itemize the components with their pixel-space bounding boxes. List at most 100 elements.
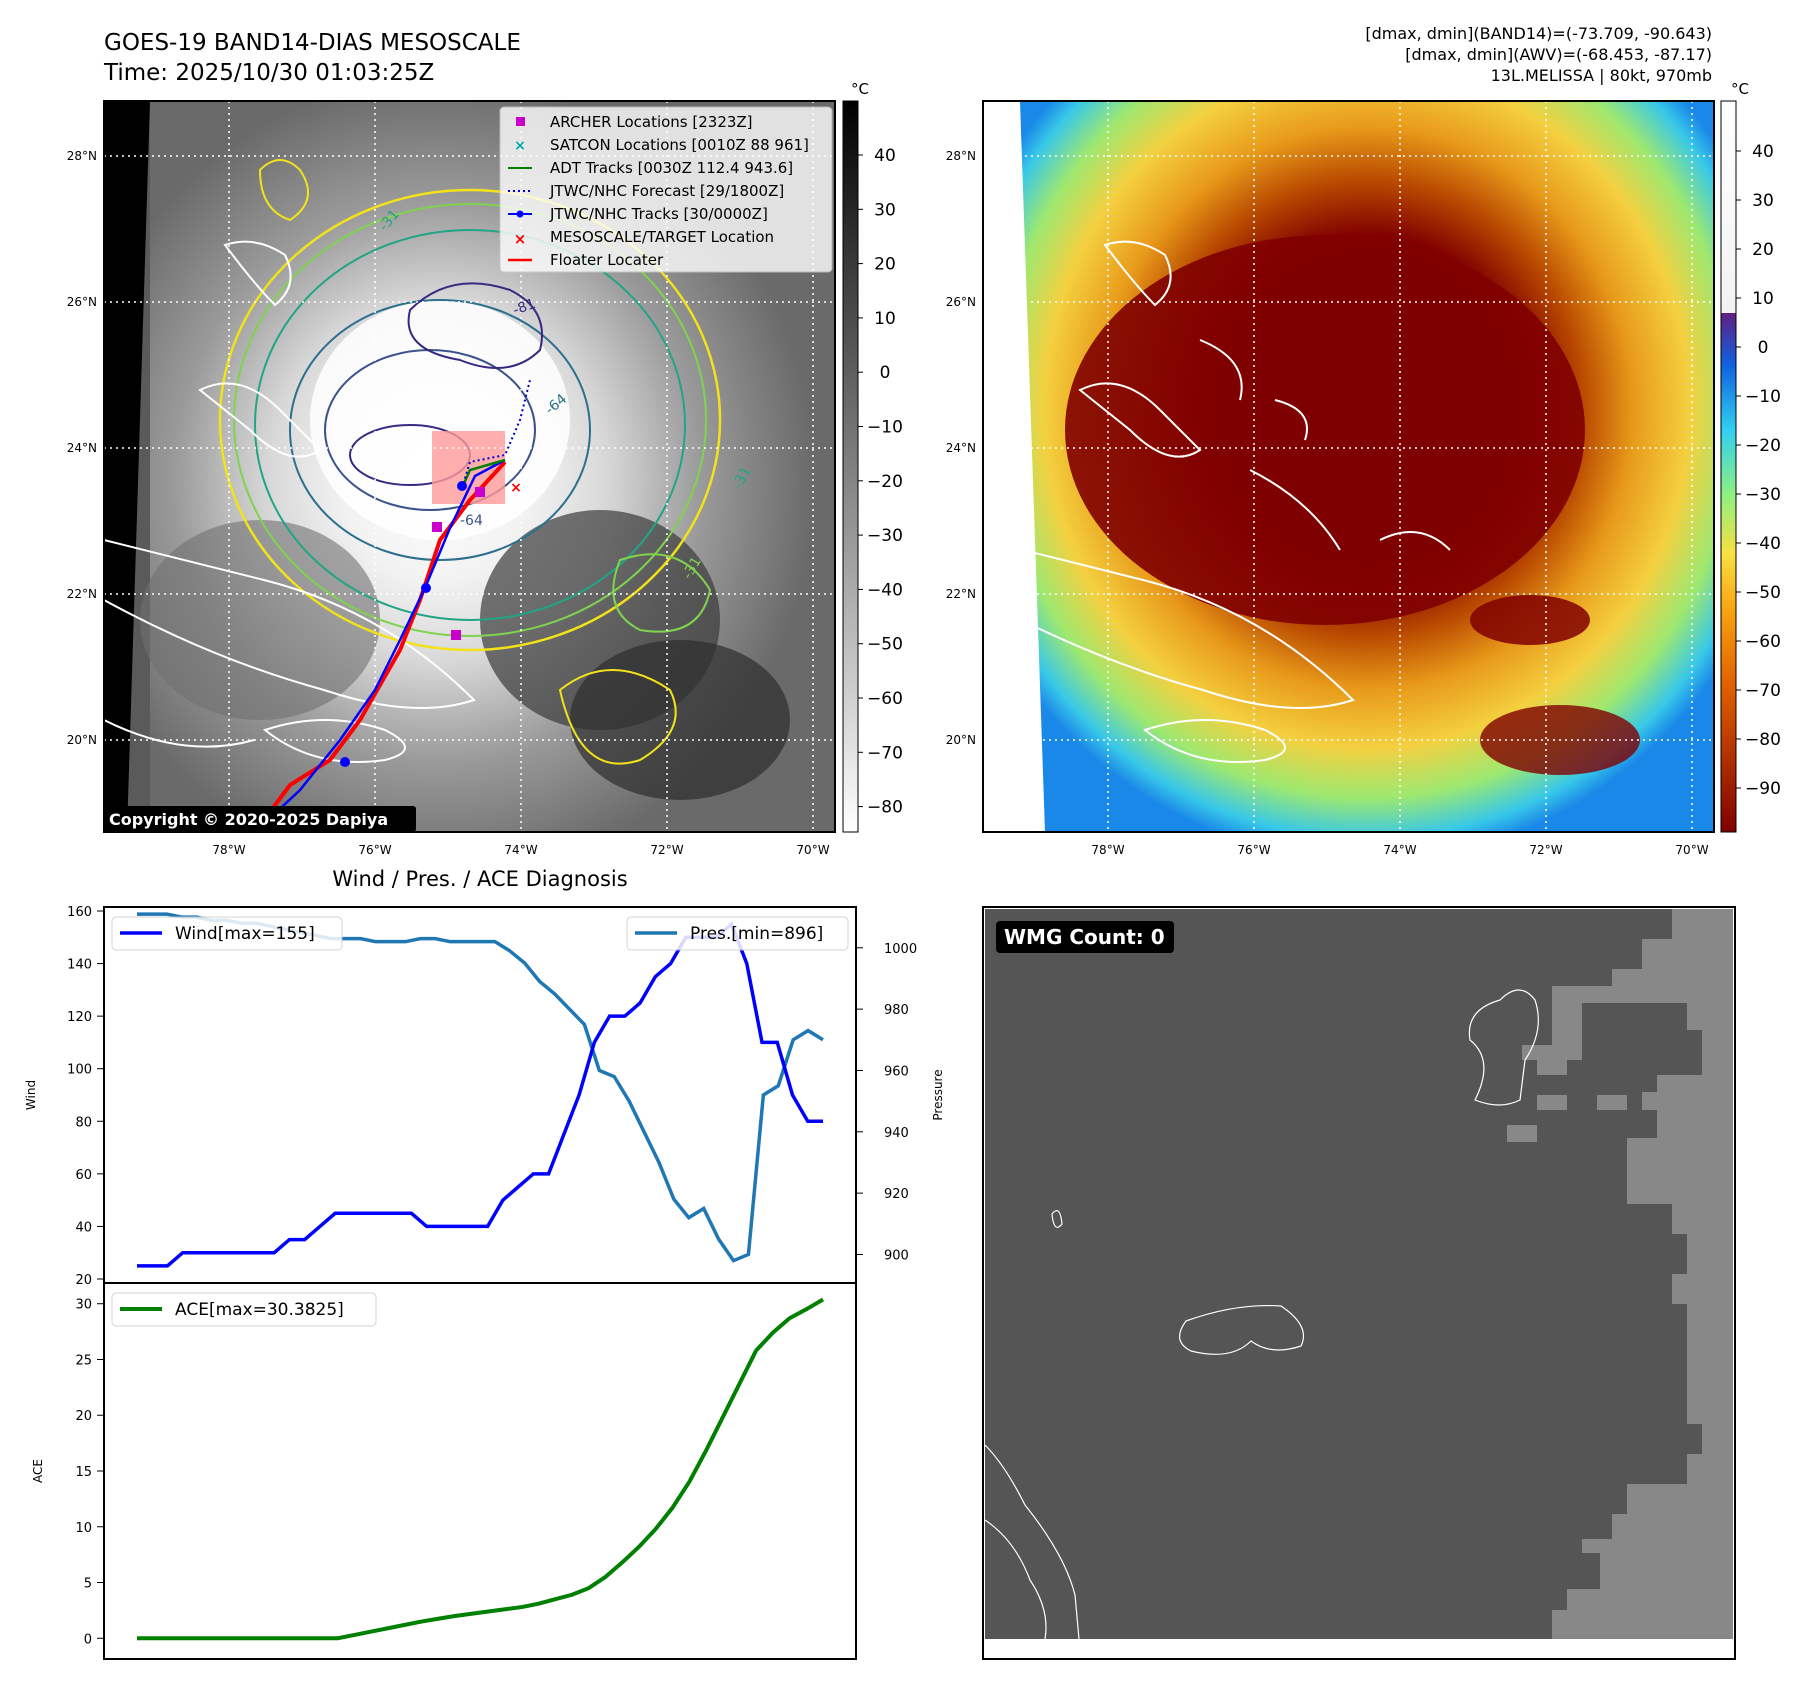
colorbar-tick-label: −20	[1745, 436, 1781, 456]
wind-legend-box	[111, 916, 343, 951]
svg-text:×: ×	[510, 480, 522, 496]
colorbar-tick-label: 0	[1758, 338, 1769, 358]
wmg-panel: WMG Count: 0	[982, 906, 1736, 1660]
ace-axis-tick-label: 10	[75, 1521, 92, 1536]
colorbar-tick-label: −60	[1745, 632, 1781, 652]
colorbar-tick-label: −40	[867, 580, 903, 600]
ace-legend-box	[111, 1292, 377, 1327]
ir-lon-label: 74°W	[504, 843, 537, 857]
map-legend: × × ARCHER Locations [2323Z] SATCON Loca…	[499, 106, 833, 273]
colorbar-tick-label: 10	[1752, 289, 1774, 309]
legend-target: MESOSCALE/TARGET Location	[550, 228, 774, 246]
wmg-count-label: WMG Count: 0	[1004, 925, 1165, 949]
ace-chart: ACE 30 25 20 15 10 5 0 ACE[max=30.3825]	[31, 1282, 857, 1660]
wmg-cell	[1552, 1030, 1582, 1060]
pressure-axis-tick-label: 920	[884, 1187, 909, 1202]
legend-adt: ADT Tracks [0030Z 112.4 943.6]	[550, 159, 793, 177]
pressure-axis-tick-label: 1000	[884, 942, 917, 957]
wmg-cell	[1612, 1514, 1733, 1539]
wind-axis-tick-label: 80	[75, 1115, 92, 1130]
wmg-cell	[1687, 1454, 1733, 1484]
ace-axis-tick-label: 15	[75, 1465, 92, 1480]
wmg-cell	[1597, 1095, 1627, 1110]
colorbar-tick-label: 10	[874, 309, 896, 329]
wind-pressure-chart: Wind Pressure 160 140 120 100 80 60 40 20 1000 9…	[24, 905, 945, 1288]
ace-axis-tick-label: 25	[75, 1353, 92, 1368]
legend-archer: ARCHER Locations [2323Z]	[550, 113, 753, 131]
satcon-marker-icon: ×	[514, 138, 526, 154]
ir-map-frame	[103, 100, 836, 833]
awv-colorbar: °C 40 30 20 10 0 −10 −20 −30 −40 −50 −60 −70 −80 −90	[1720, 80, 1781, 833]
wind-legend-label: Wind[max=155]	[175, 924, 315, 944]
awv-lon-label: 72°W	[1529, 843, 1562, 857]
colorbar-tick-label: −10	[867, 418, 903, 438]
colorbar-tick-label: −70	[867, 743, 903, 763]
pressure-axis-tick-label: 980	[884, 1003, 909, 1018]
contour-label: -81	[511, 296, 538, 319]
ace-legend-label: ACE[max=30.3825]	[175, 1300, 344, 1320]
wmg-cell	[1612, 969, 1733, 986]
wmg-cell	[1600, 1539, 1733, 1589]
wind-axis-tick-label: 160	[67, 905, 92, 920]
wmg-cell	[1552, 986, 1733, 1003]
wmg-cell	[1537, 1060, 1567, 1075]
wmg-cell	[1552, 1000, 1582, 1001]
wmg-cell	[1687, 1020, 1733, 1030]
ir-lon-label: 70°W	[796, 843, 829, 857]
target-marker-icon: ×	[514, 230, 527, 248]
ir-lat-label: 28°N	[67, 149, 97, 163]
wmg-cell	[1552, 1003, 1582, 1030]
wind-axis-tick-label: 120	[67, 1010, 92, 1025]
awv-map-panel	[983, 101, 1714, 832]
wmg-cell	[1507, 1125, 1537, 1142]
info-line-2: [dmax, dmin](AWV)=(-68.453, -87.17)	[1405, 45, 1712, 64]
wmg-cell	[1657, 1110, 1733, 1138]
ace-axis-label: ACE	[31, 1459, 45, 1483]
awv-lat-label: 22°N	[946, 587, 976, 601]
ace-axis-tick-label: 20	[75, 1409, 92, 1424]
copyright-badge	[104, 806, 416, 832]
awv-lat-label: 28°N	[946, 149, 976, 163]
wind-axis-tick-label: 40	[75, 1220, 92, 1235]
ir-colorbar: °C 40 30 20 10 0 −10 −20 −30 −40 −50 −60 −70 −80	[842, 80, 903, 833]
ir-lat-label: 22°N	[67, 587, 97, 601]
wmg-cell	[1642, 1092, 1733, 1110]
wmg-cell	[1687, 1304, 1733, 1424]
wmg-cell	[1537, 1095, 1567, 1110]
ace-axis-tick-label: 0	[84, 1632, 92, 1647]
copyright-text: Copyright © 2020-2025 Dapiya	[109, 810, 388, 829]
colorbar-tick-label: 40	[874, 146, 896, 166]
legend-floater: Floater Locater	[550, 251, 664, 269]
wmg-cell	[1687, 1003, 1733, 1020]
awv-lon-label: 74°W	[1383, 843, 1416, 857]
awv-lon-label: 78°W	[1091, 843, 1124, 857]
colorbar-tick-label: −30	[867, 526, 903, 546]
wind-axis-tick-label: 100	[67, 1063, 92, 1078]
ace-axis-tick-label: 5	[84, 1577, 92, 1592]
wind-axis-label: Wind	[24, 1080, 38, 1110]
colorbar-tick-label: 30	[874, 200, 896, 220]
wmg-cell	[1657, 1075, 1733, 1092]
ir-lon-label: 76°W	[358, 843, 391, 857]
colorbar-tick-label: 20	[1752, 240, 1774, 260]
wind-axis-tick-label: 20	[75, 1273, 92, 1288]
wmg-cell	[1582, 1539, 1600, 1553]
wmg-cell	[1672, 1204, 1733, 1234]
colorbar-tick-label: −80	[867, 798, 903, 818]
diagnosis-title: Wind / Pres. / ACE Diagnosis	[332, 867, 627, 891]
wmg-cell	[1702, 1030, 1733, 1075]
colorbar-tick-label: 30	[1752, 191, 1774, 211]
colorbar-tick-label: −30	[1745, 485, 1781, 505]
awv-lon-label: 76°W	[1237, 843, 1270, 857]
ir-colorbar-unit: °C	[851, 80, 869, 98]
pressure-axis-label: Pressure	[931, 1069, 945, 1120]
awv-lat-label: 26°N	[946, 295, 976, 309]
awv-map-frame	[982, 100, 1715, 833]
colorbar-tick-label: −70	[1745, 681, 1781, 701]
ir-lat-label: 24°N	[67, 441, 97, 455]
awv-lat-label: 20°N	[946, 733, 976, 747]
wmg-cell	[1552, 1610, 1567, 1639]
colorbar-tick-label: −50	[1745, 583, 1781, 603]
wmg-cell	[1627, 1138, 1733, 1204]
pressure-legend-label: Pres.[min=896]	[690, 924, 823, 944]
